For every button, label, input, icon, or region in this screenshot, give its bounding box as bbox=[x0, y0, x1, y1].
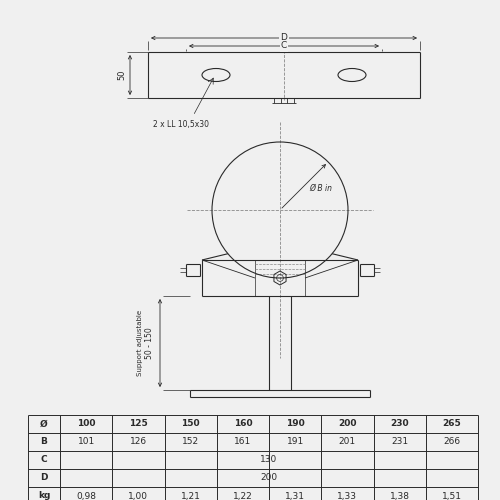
Text: Ø: Ø bbox=[40, 420, 48, 428]
Text: 1,31: 1,31 bbox=[285, 492, 305, 500]
Text: D: D bbox=[280, 34, 287, 42]
Text: C: C bbox=[40, 456, 48, 464]
Text: kg: kg bbox=[38, 492, 50, 500]
Text: 130: 130 bbox=[260, 456, 278, 464]
Text: 2 x LL 10,5x30: 2 x LL 10,5x30 bbox=[153, 120, 209, 129]
Text: 1,38: 1,38 bbox=[390, 492, 409, 500]
Text: 100: 100 bbox=[77, 420, 96, 428]
Text: D: D bbox=[40, 474, 48, 482]
Text: 200: 200 bbox=[338, 420, 356, 428]
Text: 1,33: 1,33 bbox=[338, 492, 357, 500]
Text: 231: 231 bbox=[391, 438, 408, 446]
Text: 191: 191 bbox=[286, 438, 304, 446]
Text: 1,22: 1,22 bbox=[233, 492, 253, 500]
Text: 201: 201 bbox=[339, 438, 356, 446]
Text: 161: 161 bbox=[234, 438, 252, 446]
Text: 150: 150 bbox=[182, 420, 200, 428]
Text: 126: 126 bbox=[130, 438, 147, 446]
Text: 190: 190 bbox=[286, 420, 304, 428]
Text: 230: 230 bbox=[390, 420, 409, 428]
Text: 152: 152 bbox=[182, 438, 199, 446]
Text: 160: 160 bbox=[234, 420, 252, 428]
Text: 101: 101 bbox=[78, 438, 95, 446]
Text: Support adjustable: Support adjustable bbox=[137, 310, 143, 376]
Text: 1,21: 1,21 bbox=[180, 492, 201, 500]
Text: 50: 50 bbox=[118, 70, 126, 80]
Text: 125: 125 bbox=[129, 420, 148, 428]
Text: 1,51: 1,51 bbox=[442, 492, 462, 500]
Text: Ø B in: Ø B in bbox=[309, 184, 332, 192]
Text: 200: 200 bbox=[260, 474, 278, 482]
Text: B: B bbox=[40, 438, 48, 446]
Text: 50 - 150: 50 - 150 bbox=[146, 327, 154, 359]
Text: 1,00: 1,00 bbox=[128, 492, 148, 500]
Text: 0,98: 0,98 bbox=[76, 492, 96, 500]
Text: 265: 265 bbox=[442, 420, 461, 428]
Text: 266: 266 bbox=[444, 438, 460, 446]
Text: C: C bbox=[281, 42, 287, 50]
